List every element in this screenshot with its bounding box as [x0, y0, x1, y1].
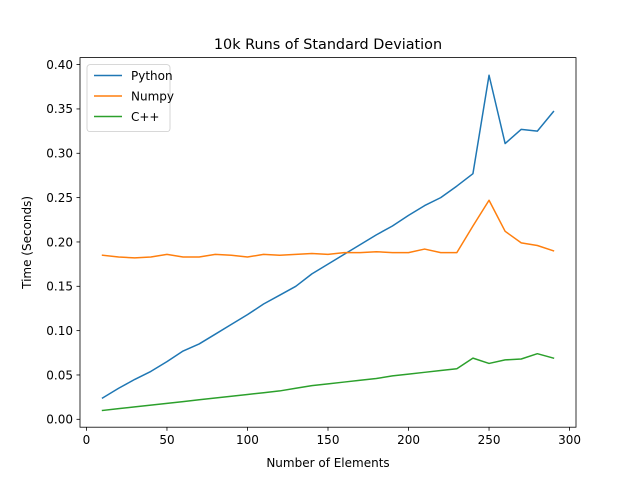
- y-tick-label: 0.05: [46, 368, 73, 382]
- legend-label-numpy: Numpy: [131, 89, 174, 103]
- y-tick-label: 0.15: [46, 280, 73, 294]
- y-axis-label: Time (Seconds): [20, 196, 34, 290]
- series-line-cpp: [101, 352, 555, 412]
- chart-title: 10k Runs of Standard Deviation: [214, 37, 442, 53]
- legend: Python Numpy C++: [86, 64, 174, 132]
- x-tick-label: 100: [236, 433, 259, 447]
- x-tick-label: 250: [478, 433, 501, 447]
- x-axis-ticks: 0 50 100 150 200 250 300: [83, 427, 581, 447]
- series-line-numpy: [101, 199, 555, 259]
- x-axis-label: Number of Elements: [266, 456, 389, 470]
- legend-label-cpp: C++: [131, 110, 160, 124]
- x-tick-label: 0: [83, 433, 91, 447]
- y-tick-label: 0.35: [46, 102, 73, 116]
- x-tick-label: 50: [159, 433, 174, 447]
- legend-label-python: Python: [131, 69, 173, 83]
- series-layer: [101, 74, 555, 412]
- y-tick-label: 0.20: [46, 235, 73, 249]
- x-tick-label: 200: [397, 433, 420, 447]
- x-tick-label: 300: [558, 433, 581, 447]
- y-tick-label: 0.40: [46, 58, 73, 72]
- series-line-python: [101, 74, 555, 400]
- legend-box: [86, 64, 171, 132]
- x-tick-label: 150: [317, 433, 340, 447]
- y-tick-label: 0.00: [46, 413, 73, 427]
- y-tick-label: 0.30: [46, 147, 73, 161]
- y-axis-ticks: 0.00 0.05 0.10 0.15 0.20 0.25 0.30 0.35 0.40: [46, 58, 80, 427]
- y-tick-label: 0.10: [46, 324, 73, 338]
- y-tick-label: 0.25: [46, 191, 73, 205]
